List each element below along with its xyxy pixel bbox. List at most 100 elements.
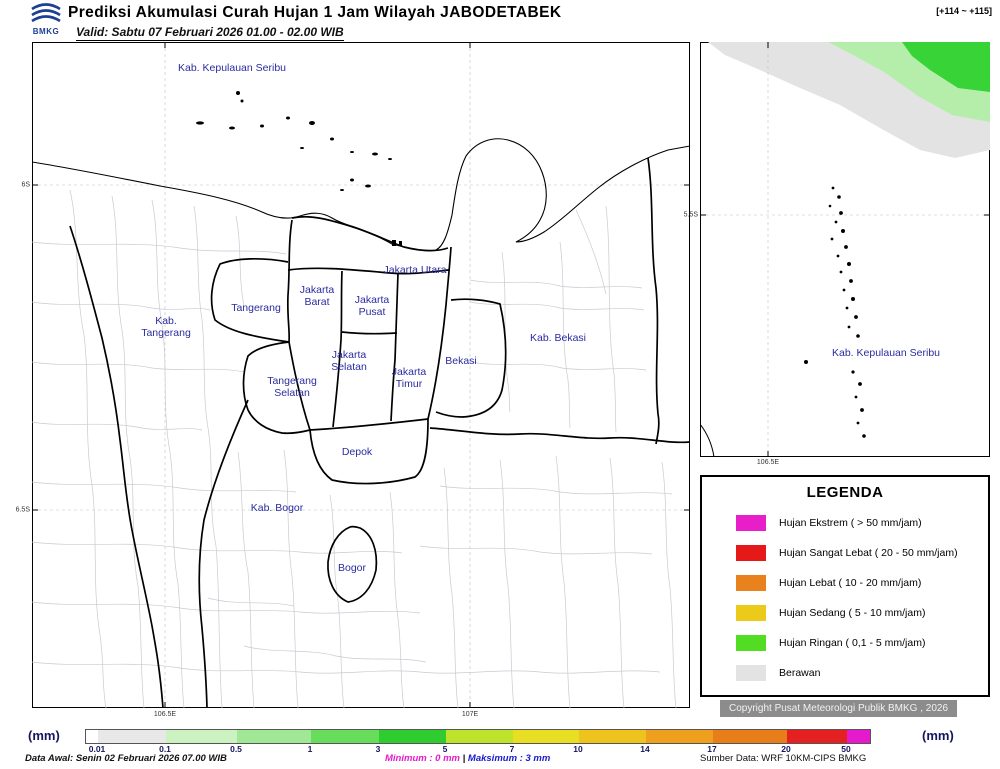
colorbar-tick: 20 <box>781 744 791 754</box>
colorbar-segment <box>166 730 237 743</box>
forecast-hour-range: [+114 ~ +115] <box>936 6 992 16</box>
source-text: Sumber Data: WRF 10KM-CIPS BMKG <box>700 753 867 764</box>
colorbar-segment <box>579 730 646 743</box>
admin-boundaries <box>69 157 691 709</box>
colorbar-segment <box>379 730 446 743</box>
legend-item-very-heavy: Hujan Sangat Lebat ( 20 - 50 mm/jam) <box>736 544 988 561</box>
axis-lat-65s: 6.5S <box>15 506 30 514</box>
main-map-svg <box>31 42 691 709</box>
minimum-label: Minimum : <box>385 753 433 764</box>
label-jakarta-utara: Jakarta Utara <box>383 263 447 276</box>
colorbar-tick: 10 <box>573 744 583 754</box>
colorbar-segment <box>847 730 870 743</box>
label-kab-tangerang: Kab. Tangerang <box>141 314 191 339</box>
legend-item-extreme: Hujan Ekstrem ( > 50 mm/jam) <box>736 514 988 531</box>
inset-axis-lon: 106.5E <box>756 459 780 466</box>
copyright-banner: Copyright Pusat Meteorologi Publik BMKG … <box>720 700 957 717</box>
colorbar-tick: 0.1 <box>159 744 171 754</box>
swatch-light <box>736 634 766 651</box>
colorbar-segment <box>787 730 847 743</box>
label-tangerang: Tangerang <box>231 301 281 314</box>
main-map <box>31 42 691 709</box>
legend-label-light: Hujan Ringan ( 0,1 - 5 mm/jam) <box>779 636 926 649</box>
frame-ticks <box>32 42 690 708</box>
swatch-moderate <box>736 604 766 621</box>
axis-lat-6s: 6S <box>21 181 30 189</box>
colorbar-tick: 3 <box>375 744 381 754</box>
label-jakarta-selatan: Jakarta Selatan <box>331 348 367 373</box>
legend-item-light: Hujan Ringan ( 0,1 - 5 mm/jam) <box>736 634 988 651</box>
inset-islands <box>804 186 866 438</box>
label-depok: Depok <box>341 445 373 458</box>
label-tangerang-selatan: Tangerang Selatan <box>267 374 317 399</box>
label-bogor: Bogor <box>337 561 367 574</box>
colorbar-segment <box>237 730 311 743</box>
label-bekasi: Bekasi <box>445 354 477 367</box>
colorbar-tick: 0.01 <box>88 744 106 754</box>
inset-map-svg <box>699 42 990 458</box>
colorbar-segment <box>646 730 713 743</box>
legend-label-very-heavy: Hujan Sangat Lebat ( 20 - 50 mm/jam) <box>779 546 958 559</box>
bmkg-logo-text: BMKG <box>32 27 60 36</box>
rain-areas <box>708 42 990 158</box>
label-kab-bogor: Kab. Bogor <box>250 501 304 514</box>
swatch-heavy <box>736 574 766 591</box>
page-title: Prediksi Akumulasi Curah Hujan 1 Jam Wil… <box>68 4 562 21</box>
label-kab-bekasi: Kab. Bekasi <box>529 331 587 344</box>
minmax-separator: | <box>462 753 466 764</box>
colorbar-segment <box>446 730 513 743</box>
inset-frame-ticks <box>700 42 990 457</box>
colorbar-segment <box>311 730 379 743</box>
valid-time: Valid: Sabtu 07 Februari 2026 01.00 - 02… <box>76 25 344 41</box>
colorbar-tick: 50 <box>841 744 851 754</box>
legend-label-moderate: Hujan Sedang ( 5 - 10 mm/jam) <box>779 606 926 619</box>
colorbar-tick: 0.5 <box>230 744 242 754</box>
swatch-cloudy <box>736 664 766 681</box>
colorbar-tick: 7 <box>509 744 515 754</box>
inset-map <box>699 42 990 458</box>
legend-label-extreme: Hujan Ekstrem ( > 50 mm/jam) <box>779 516 922 529</box>
label-jakarta-pusat: Jakarta Pusat <box>354 293 390 318</box>
data-awal-text: Data Awal: Senin 02 Februari 2026 07.00 … <box>25 753 227 764</box>
swatch-very-heavy <box>736 544 766 561</box>
axis-lon-1065e: 106.5E <box>153 711 177 718</box>
label-jakarta-timur: Jakarta Timur <box>391 365 427 390</box>
colorbar-tick: 1 <box>307 744 313 754</box>
inset-label-kab-kepulauan-seribu: Kab. Kepulauan Seribu <box>832 346 940 359</box>
min-max-text: Minimum : 0 mm | Maksimum : 3 mm <box>385 753 550 764</box>
colorbar-tick: 17 <box>707 744 717 754</box>
bmkg-logo-icon <box>31 3 61 23</box>
colorbar-ticks: 0.01 0.1 0.5 1 3 5 7 10 14 17 20 50 <box>85 744 869 756</box>
inset-coastline <box>699 423 715 458</box>
colorbar-tick: 5 <box>442 744 448 754</box>
legend-box: LEGENDA Hujan Ekstrem ( > 50 mm/jam) Huj… <box>700 475 990 697</box>
inset-axis-lat: 5.5S <box>683 211 698 219</box>
colorbar-unit-right: (mm) <box>922 728 954 743</box>
district-boundaries <box>31 189 677 709</box>
colorbar <box>85 729 871 744</box>
axis-lon-107e: 107E <box>461 711 479 718</box>
minimum-value: 0 mm <box>435 753 460 764</box>
label-jakarta-barat: Jakarta Barat <box>299 283 335 308</box>
swatch-extreme <box>736 514 766 531</box>
legend-item-cloudy: Berawan <box>736 664 988 681</box>
colorbar-segment <box>86 730 98 743</box>
colorbar-tick: 14 <box>640 744 650 754</box>
colorbar-segment <box>98 730 166 743</box>
islands <box>196 91 402 246</box>
coastline <box>31 138 691 252</box>
maximum-label: Maksimum : <box>467 753 523 764</box>
bmkg-logo: BMKG <box>26 2 66 36</box>
colorbar-segment <box>713 730 787 743</box>
colorbar-unit-left: (mm) <box>28 728 60 743</box>
legend-label-heavy: Hujan Lebat ( 10 - 20 mm/jam) <box>779 576 922 589</box>
legend-label-cloudy: Berawan <box>779 666 821 679</box>
legend-title: LEGENDA <box>806 484 884 501</box>
legend-item-moderate: Hujan Sedang ( 5 - 10 mm/jam) <box>736 604 988 621</box>
label-kab-kepulauan-seribu: Kab. Kepulauan Seribu <box>178 61 286 74</box>
inset-graticule <box>700 42 990 457</box>
maximum-value: 3 mm <box>525 753 551 764</box>
colorbar-segment <box>513 730 579 743</box>
legend-item-heavy: Hujan Lebat ( 10 - 20 mm/jam) <box>736 574 988 591</box>
